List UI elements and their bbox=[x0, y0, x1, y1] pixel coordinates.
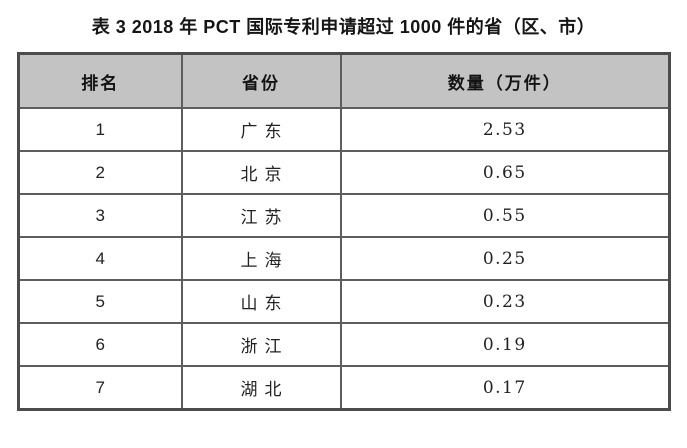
table-caption: 表 3 2018 年 PCT 国际专利申请超过 1000 件的省（区、市） bbox=[91, 17, 596, 37]
rank-cell: 5 bbox=[17, 279, 183, 324]
table-row: 2 北京 0.65 bbox=[17, 150, 671, 195]
header-rank: 排名 bbox=[17, 52, 183, 109]
value-cell: 0.65 bbox=[339, 150, 671, 195]
value-cell: 2.53 bbox=[339, 107, 671, 152]
province-cell: 上海 bbox=[180, 236, 342, 281]
province-cell: 浙江 bbox=[180, 322, 342, 367]
province-cell: 北京 bbox=[180, 150, 342, 195]
value-cell: 0.55 bbox=[339, 193, 671, 238]
pct-applications-table: 排名 省份 数量（万件） 1 广东 2.53 2 北京 0.65 3 江苏 0.… bbox=[17, 52, 671, 411]
value-cell: 0.25 bbox=[339, 236, 671, 281]
rank-cell: 7 bbox=[17, 365, 183, 411]
table-row: 1 广东 2.53 bbox=[17, 107, 671, 152]
value-cell: 0.23 bbox=[339, 279, 671, 324]
rank-cell: 4 bbox=[17, 236, 183, 281]
header-quantity: 数量（万件） bbox=[339, 52, 671, 109]
rank-cell: 3 bbox=[17, 193, 183, 238]
value-cell: 0.17 bbox=[339, 365, 671, 411]
province-cell: 山东 bbox=[180, 279, 342, 324]
rank-cell: 6 bbox=[17, 322, 183, 367]
header-row: 排名 省份 数量（万件） bbox=[17, 52, 671, 109]
table-row: 5 山东 0.23 bbox=[17, 279, 671, 324]
value-cell: 0.19 bbox=[339, 322, 671, 367]
rank-cell: 1 bbox=[17, 107, 183, 152]
table-row: 6 浙江 0.19 bbox=[17, 322, 671, 367]
table-row: 4 上海 0.25 bbox=[17, 236, 671, 281]
table-row: 3 江苏 0.55 bbox=[17, 193, 671, 238]
province-cell: 湖北 bbox=[180, 365, 342, 411]
table-row: 7 湖北 0.17 bbox=[17, 365, 671, 411]
province-cell: 江苏 bbox=[180, 193, 342, 238]
province-cell: 广东 bbox=[180, 107, 342, 152]
rank-cell: 2 bbox=[17, 150, 183, 195]
header-province: 省份 bbox=[180, 52, 342, 109]
